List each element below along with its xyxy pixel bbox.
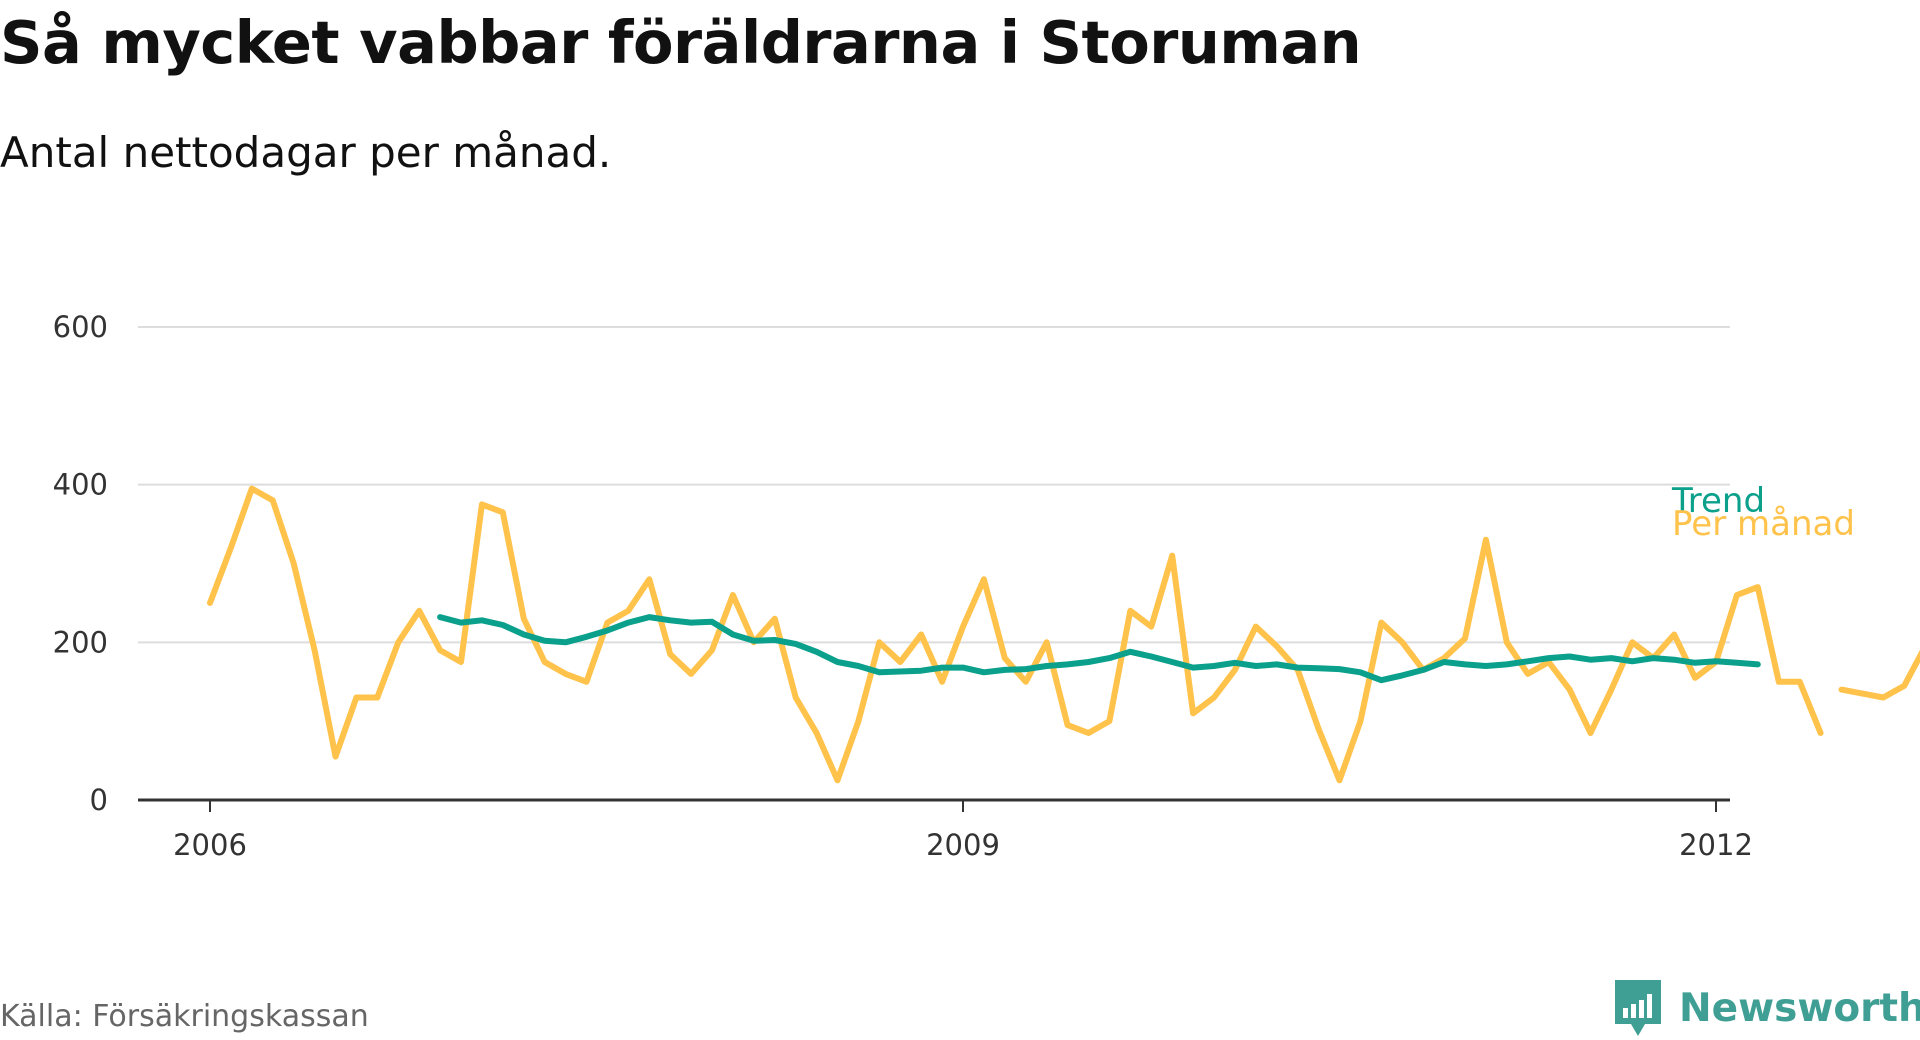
axes: 02004006002006200920122015201820212023 (53, 310, 1753, 862)
y-tick-label: 400 (53, 468, 108, 502)
y-tick-label: 600 (53, 310, 108, 344)
monthly-series-line (207, 485, 1824, 784)
chart-title: Så mycket vabbar föräldrarna i Storuman (0, 8, 1362, 77)
trend-series-line (437, 614, 1761, 684)
x-tick-label: 2012 (1679, 828, 1753, 862)
brand-logo[interactable]: Newsworthy (1613, 978, 1920, 1038)
brand-name: Newsworthy (1679, 985, 1920, 1031)
monthly-series-line (1838, 649, 1920, 701)
x-tick-label: 2009 (926, 828, 1000, 862)
x-tick-label: 2006 (173, 828, 247, 862)
y-tick-label: 0 (90, 783, 108, 817)
source-note: Källa: Försäkringskassan (0, 999, 369, 1034)
y-tick-label: 200 (53, 625, 108, 659)
chart-subtitle: Antal nettodagar per månad. (0, 128, 612, 177)
series-label-per-manad: Per månad (1672, 504, 1855, 544)
series-label-trend: Trend (1671, 481, 1765, 521)
series-lines (207, 485, 1920, 784)
line-chart: 02004006002006200920122015201820212023 T… (53, 310, 1920, 862)
grid-lines (138, 326, 1730, 644)
newsworthy-logo-icon (1615, 980, 1661, 1036)
